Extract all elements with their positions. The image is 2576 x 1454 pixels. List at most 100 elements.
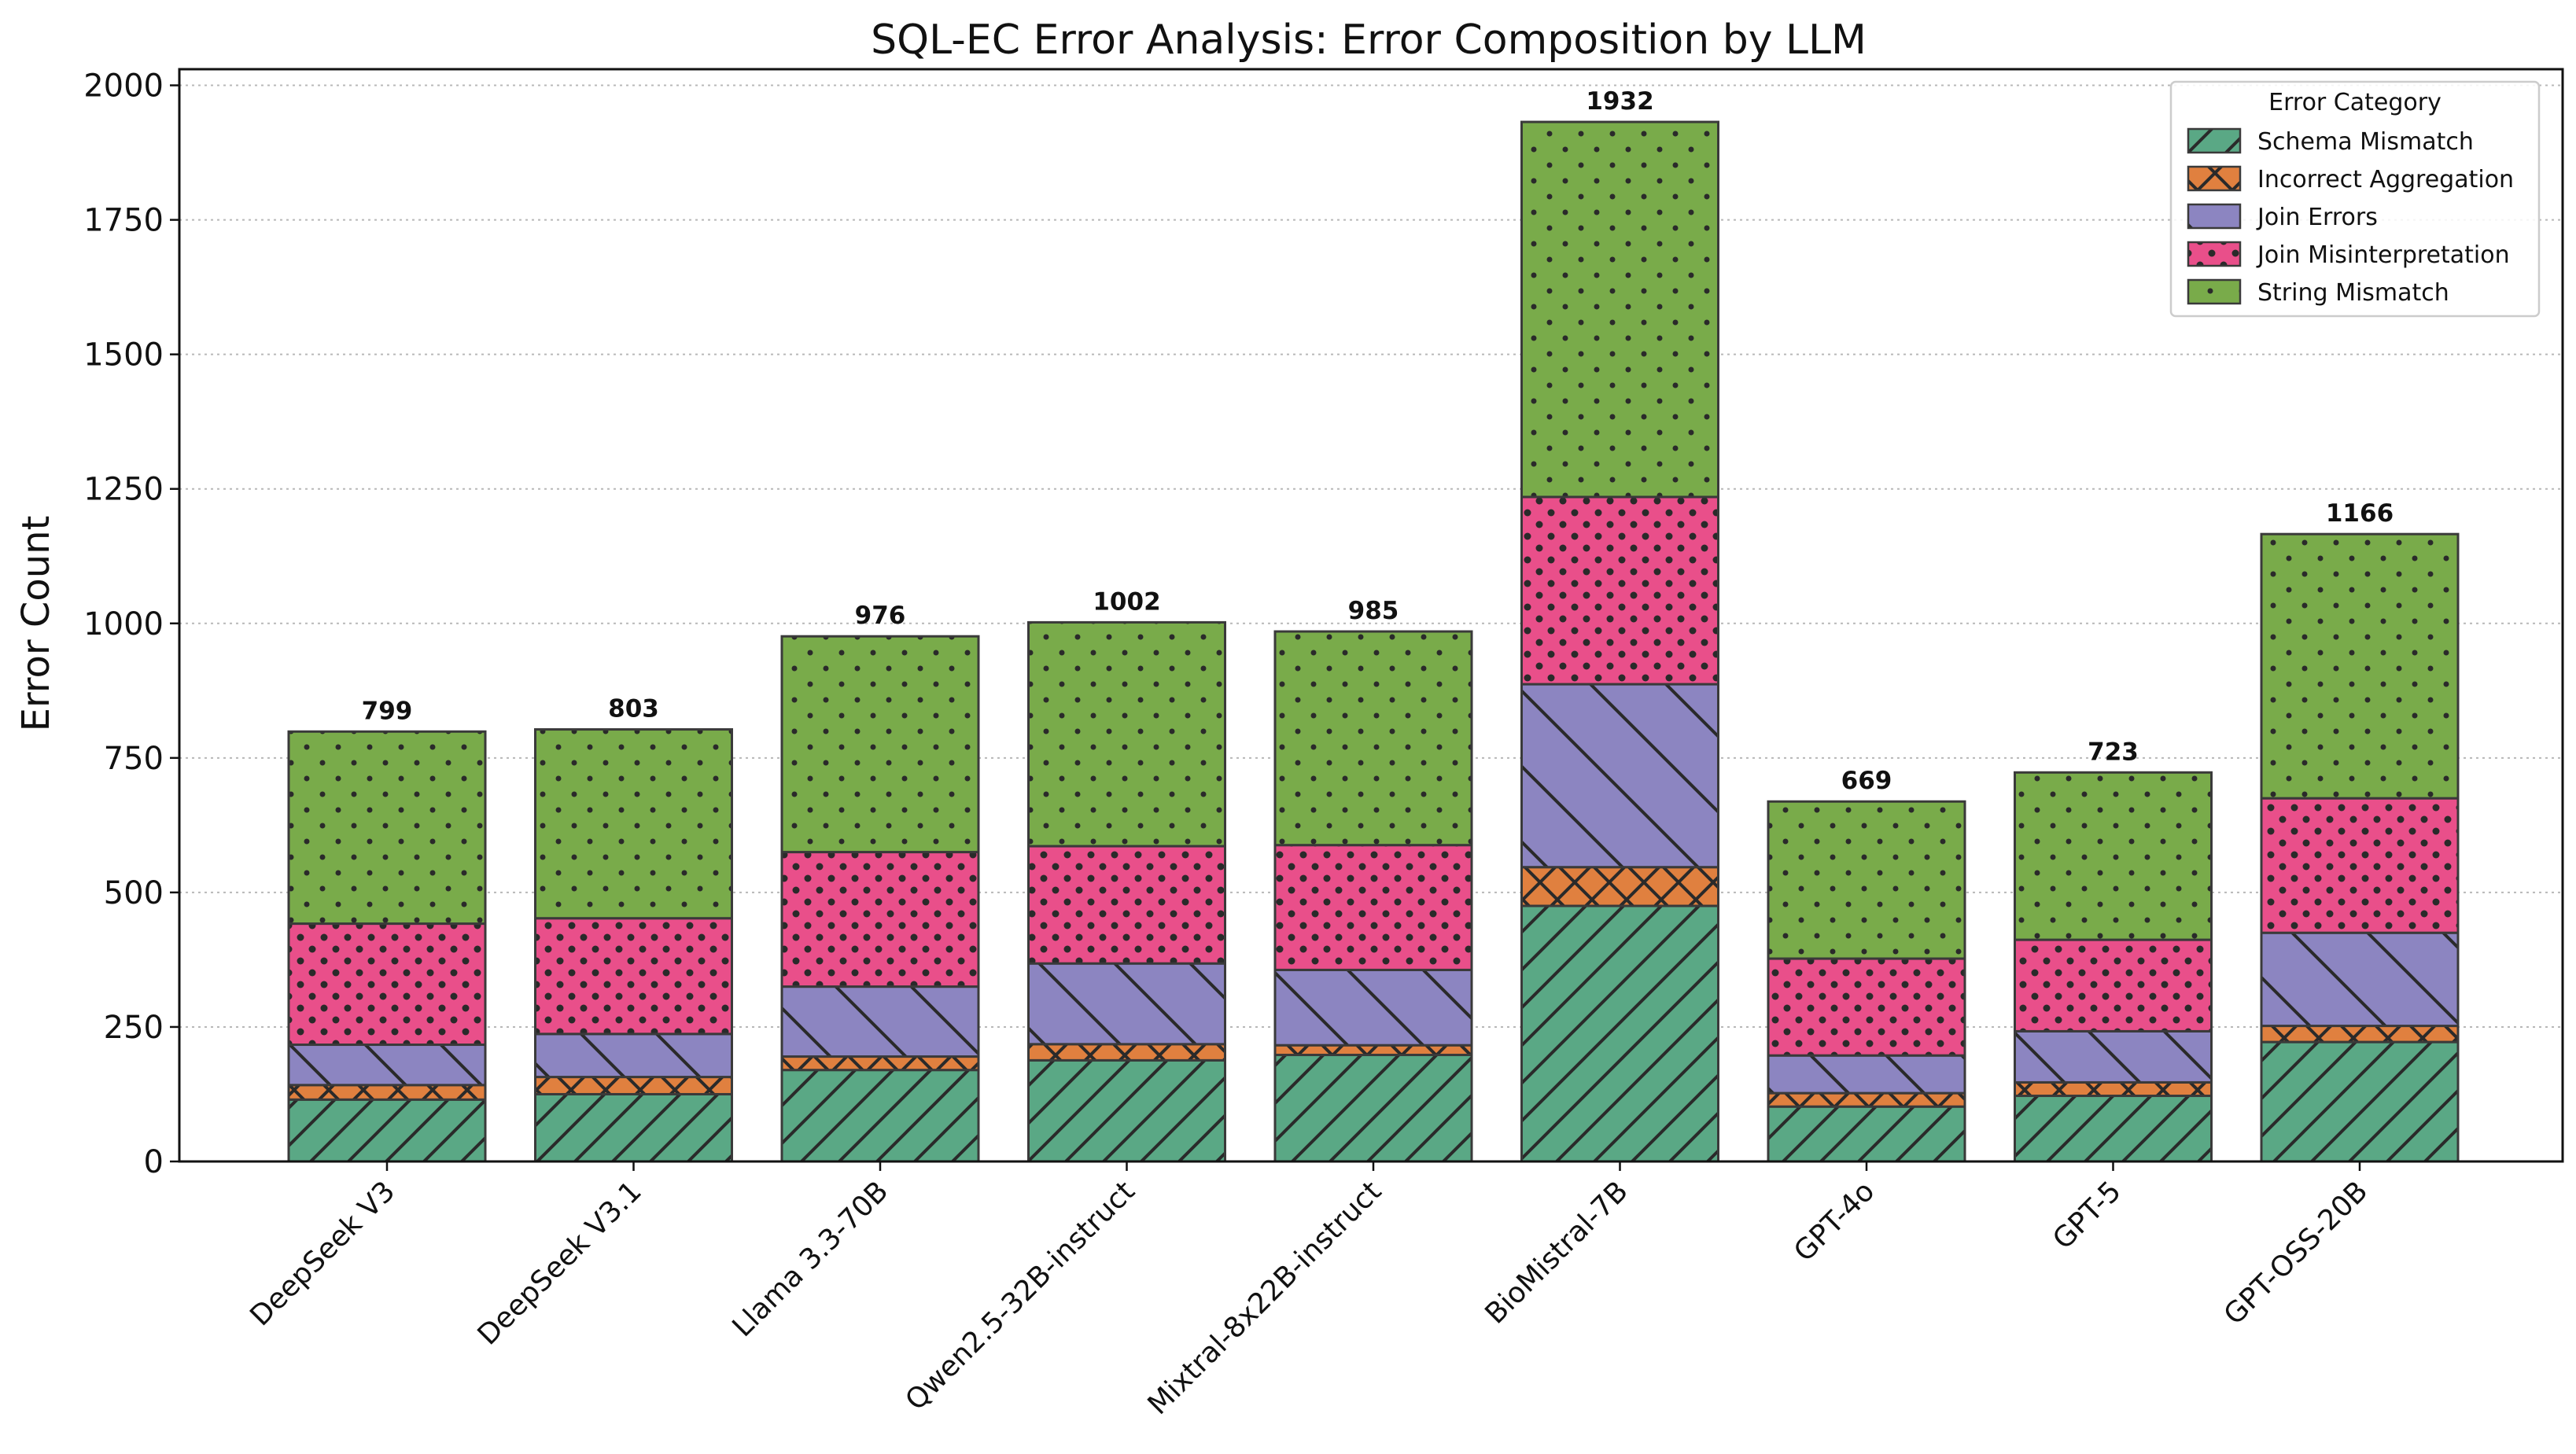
legend-label: Join Misinterpretation: [2256, 241, 2510, 269]
bar-hatch: [1520, 683, 1719, 869]
bar-segment: [780, 1055, 980, 1072]
bar-hatch: [1273, 1044, 1473, 1057]
bar-segment: [780, 1069, 980, 1163]
bar-hatch: [1767, 1054, 1966, 1095]
legend-swatch: [2187, 203, 2242, 230]
bar-segment: [1767, 1091, 1966, 1108]
bar-segment: [2260, 931, 2460, 1028]
legend: Error Category Schema Mismatch Incorrect …: [2169, 80, 2541, 318]
bar-segment: [1273, 1044, 1473, 1057]
bar-segment: [1767, 957, 1966, 1057]
legend-item: String Mismatch: [2187, 278, 2449, 307]
bars-layer: [287, 120, 2460, 1163]
bar-segment: [1273, 968, 1473, 1047]
bar-hatch: [2260, 797, 2460, 934]
y-tick-label: 2000: [83, 68, 164, 105]
bar-hatch: [780, 851, 980, 988]
legend-item: Join Misinterpretation: [2187, 241, 2510, 269]
bar-hatch: [2014, 938, 2213, 1033]
y-tick-label: 250: [104, 1010, 164, 1046]
total-label: 669: [1841, 767, 1892, 795]
bar-segment: [2014, 1080, 2213, 1098]
y-tick-label: 500: [104, 875, 164, 911]
bar-segment: [1273, 630, 1473, 847]
bar-segment: [1520, 120, 1719, 499]
bar-segment: [1767, 800, 1966, 960]
legend-item: Schema Mismatch: [2187, 127, 2474, 156]
bar-segment: [287, 1044, 487, 1087]
bar-segment: [2260, 1025, 2460, 1044]
bar-segment: [2014, 1029, 2213, 1084]
bar-hatch: [1027, 1058, 1226, 1163]
plot-frame: [178, 68, 2564, 1163]
x-tick-label: BioMistral-7B: [1479, 1175, 1634, 1330]
bar-hatch: [1520, 495, 1719, 686]
legend-item: Incorrect Aggregation: [2187, 165, 2514, 193]
bar-segment: [1027, 845, 1226, 965]
legend-swatch: [2187, 127, 2242, 154]
bar-hatch: [1027, 845, 1226, 965]
bar-hatch: [1027, 1043, 1226, 1062]
y-tick-label: 750: [104, 741, 164, 777]
y-tick-label: 1250: [83, 472, 164, 508]
bar-segment: [1027, 1043, 1226, 1062]
x-tick-label: GPT-5: [2047, 1175, 2128, 1256]
bar-hatch: [1520, 866, 1719, 907]
bar-segment: [534, 917, 733, 1036]
bar-hatch: [780, 1055, 980, 1072]
bar-segment: [287, 1098, 487, 1163]
bar-hatch: [2014, 1029, 2213, 1084]
bar-segment: [1767, 1105, 1966, 1163]
x-tick-label: GPT-4o: [1788, 1175, 1881, 1268]
legend-swatch: [2187, 278, 2242, 305]
x-tick-label: Llama 3.3-70B: [726, 1175, 894, 1343]
bar-segment: [1520, 495, 1719, 686]
bar-hatch: [2260, 931, 2460, 1028]
y-axis-label: Error Count: [14, 516, 58, 732]
bar-hatch: [534, 917, 733, 1036]
bar-hatch: [534, 1092, 733, 1163]
bar-segment: [287, 730, 487, 926]
bar-segment: [534, 1076, 733, 1095]
bar-hatch: [2260, 1025, 2460, 1044]
bar-segment: [2260, 797, 2460, 934]
bar-segment: [1027, 620, 1226, 848]
legend-swatch: [2187, 165, 2242, 192]
y-tick-label: 1500: [83, 337, 164, 374]
x-tick-label: DeepSeek V3.1: [472, 1175, 648, 1351]
bar-segment: [287, 922, 487, 1047]
total-label: 985: [1348, 597, 1399, 625]
labels-layer: 799 803 976 1002 985 1932 669 723 1166: [362, 87, 2394, 795]
legend-label: Schema Mismatch: [2257, 128, 2474, 156]
legend-items: Schema Mismatch Incorrect Aggregation Join…: [2187, 127, 2514, 307]
bar-segment: [2014, 771, 2213, 941]
total-label: 799: [362, 697, 413, 725]
total-label: 723: [2088, 738, 2139, 766]
y-tick-label: 1000: [83, 606, 164, 642]
bar-segment: [1273, 1054, 1473, 1163]
bar-segment: [534, 1033, 733, 1079]
bar-hatch: [287, 922, 487, 1047]
legend-item: Join Errors: [2187, 203, 2378, 231]
bar-hatch: [1767, 1091, 1966, 1108]
y-tick-label: 1750: [83, 203, 164, 239]
bar-segment: [534, 728, 733, 920]
bar-hatch: [1767, 800, 1966, 960]
bar-hatch: [287, 1084, 487, 1101]
legend-label: Join Errors: [2256, 204, 2378, 231]
bar-hatch: [2014, 1080, 2213, 1098]
bar-hatch: [1273, 844, 1473, 971]
bar-hatch: [780, 985, 980, 1058]
x-tick-label: DeepSeek V3: [244, 1175, 401, 1332]
bar-segment: [2260, 1040, 2460, 1163]
bar-hatch: [1520, 904, 1719, 1163]
legend-frame: [2169, 80, 2541, 318]
y-tick-label: 0: [144, 1144, 164, 1180]
total-label: 1002: [1093, 587, 1160, 616]
bar-hatch: [2260, 532, 2460, 800]
bar-hatch: [534, 1033, 733, 1079]
bar-hatch: [287, 730, 487, 926]
total-label: 1166: [2326, 499, 2394, 528]
bar-hatch: [287, 1098, 487, 1163]
